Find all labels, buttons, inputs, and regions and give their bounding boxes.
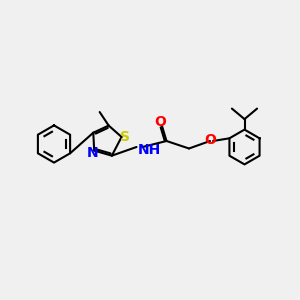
Text: N: N bbox=[87, 146, 98, 160]
Text: O: O bbox=[205, 133, 217, 146]
Text: S: S bbox=[120, 130, 130, 144]
Text: NH: NH bbox=[137, 143, 161, 157]
Text: O: O bbox=[154, 116, 166, 129]
